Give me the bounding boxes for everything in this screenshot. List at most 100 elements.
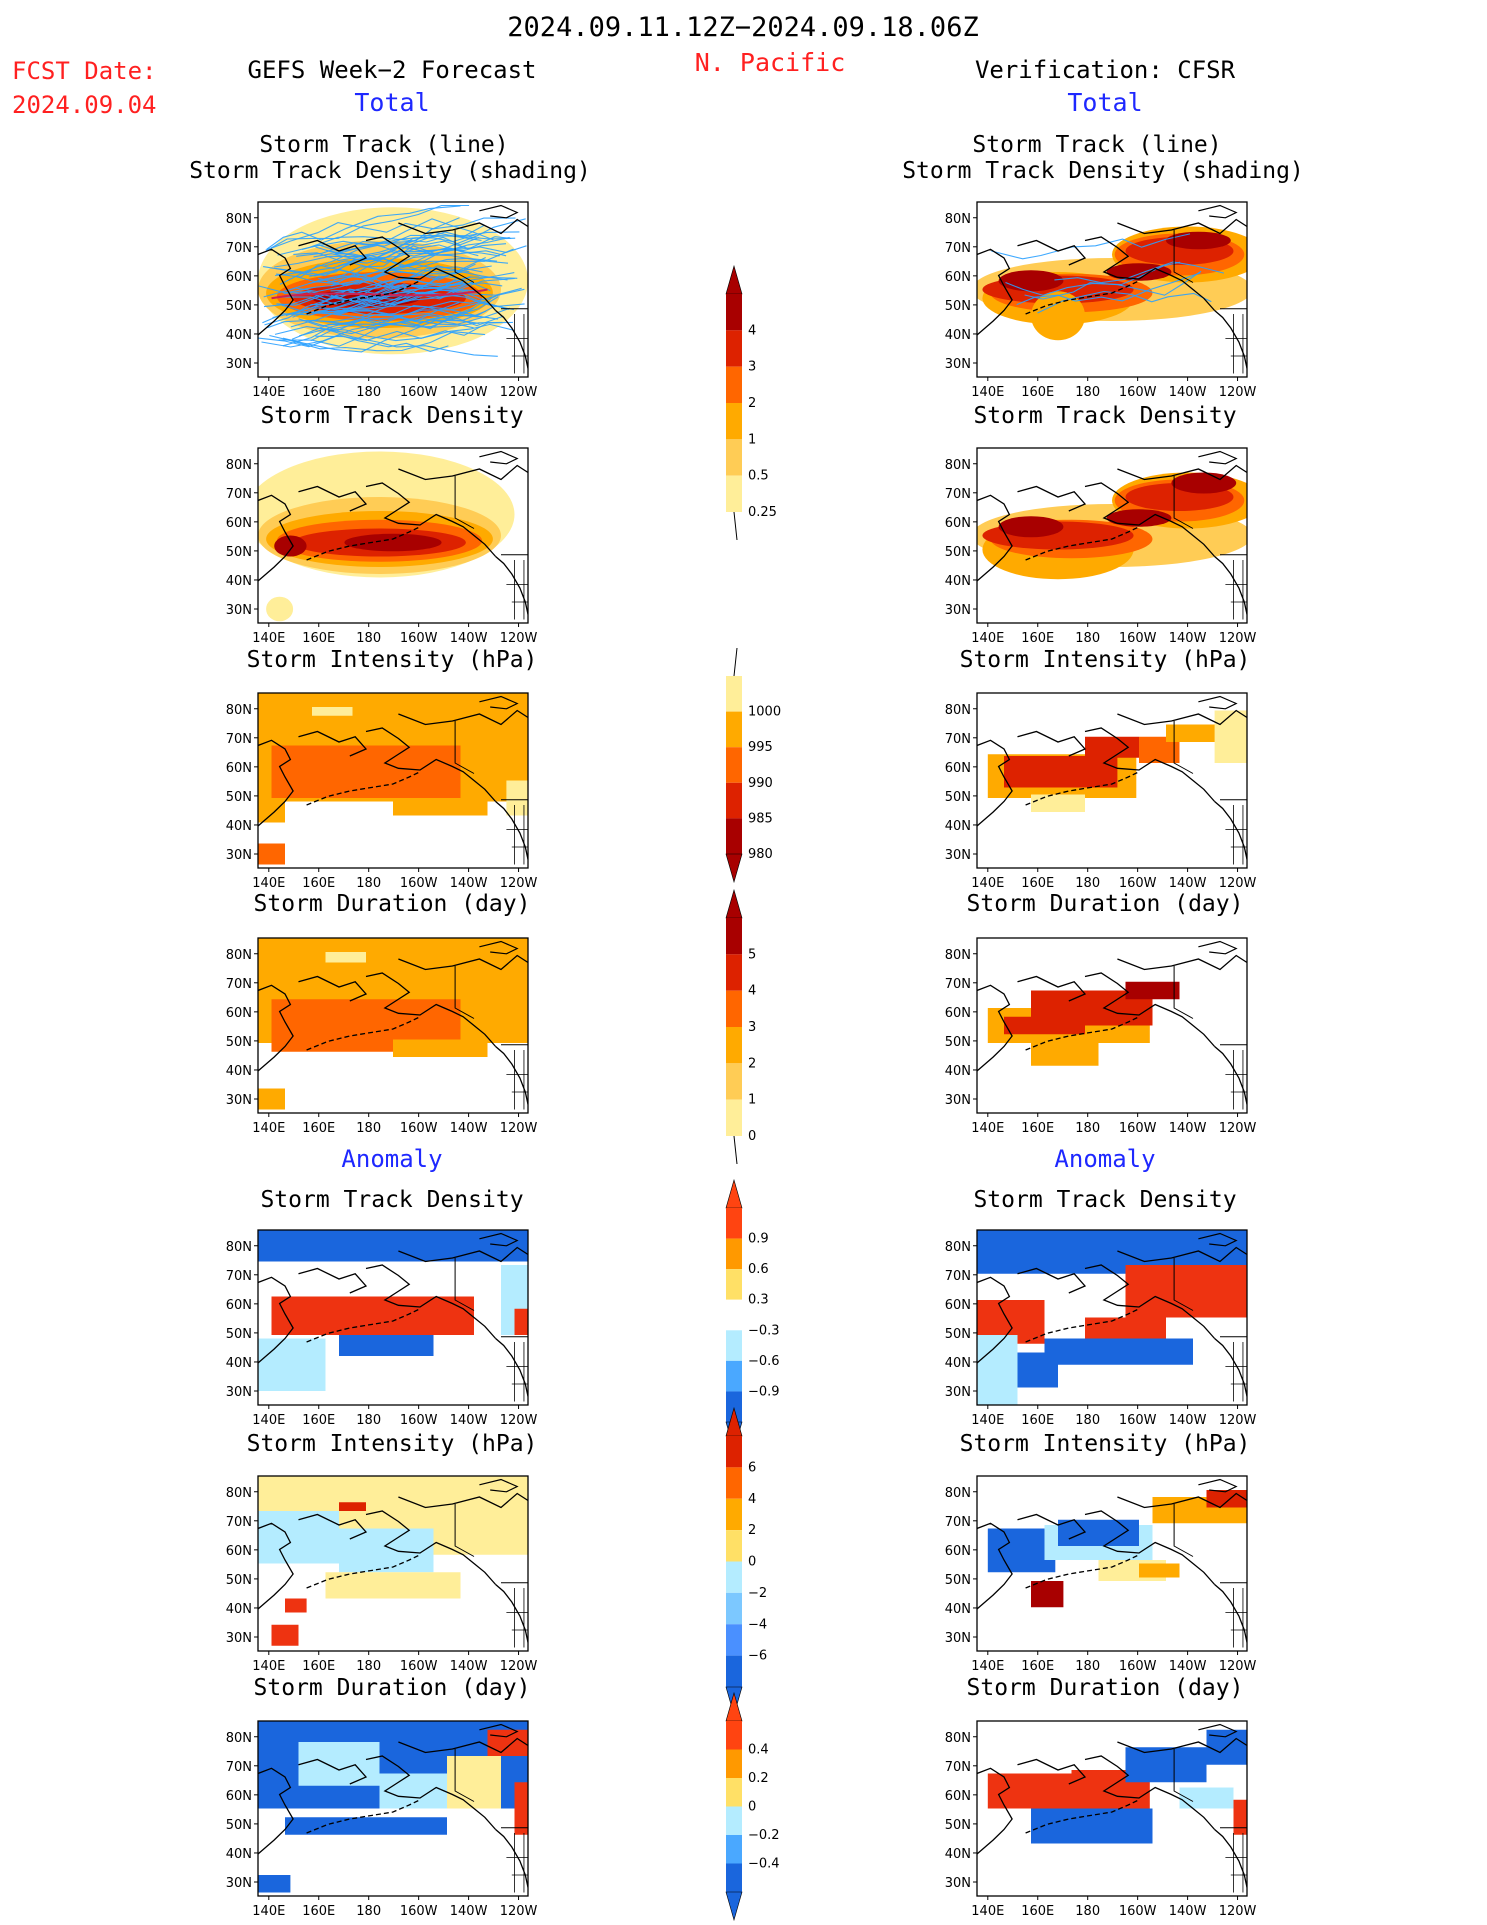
lat-tick-label: 70N — [945, 487, 971, 502]
arctic-coastline — [398, 709, 528, 726]
storm-track-line — [263, 246, 455, 277]
storm-track-line — [311, 217, 516, 248]
lat-tick-label: 80N — [226, 1731, 252, 1746]
lat-tick-label: 70N — [226, 1760, 252, 1775]
storm-track-line — [282, 310, 487, 353]
colorbar-label: 0.2 — [748, 1771, 769, 1786]
lon-tick-label: 120W — [1219, 876, 1257, 891]
storm-track-line — [1037, 290, 1212, 314]
storm-track-line — [1054, 261, 1225, 284]
shaded-cell — [1125, 1265, 1247, 1318]
lon-tick-label: 140E — [971, 1413, 1004, 1428]
lat-tick-label: 30N — [226, 1631, 252, 1646]
left-duration-title: Storm Duration (day) — [253, 891, 531, 917]
lat-tick-label: 40N — [226, 574, 252, 589]
lon-tick-label: 140E — [971, 1904, 1004, 1919]
panel-frame — [257, 1475, 529, 1652]
lat-tick-label: 80N — [945, 458, 971, 473]
lat-tick-label: 70N — [945, 977, 971, 992]
shaded-cell — [506, 780, 528, 816]
storm-track-line — [281, 288, 481, 315]
west-coastline — [495, 1046, 528, 1105]
colorbar-swatch — [726, 1027, 742, 1064]
lat-tick-label: 80N — [945, 1731, 971, 1746]
lat-tick-label: 40N — [945, 1356, 971, 1371]
colorbar-swatch — [726, 782, 742, 819]
right-track-line-title: Storm Track (line) — [972, 132, 1222, 158]
lon-tick-label: 180 — [356, 876, 381, 891]
west-coastline — [495, 1584, 528, 1643]
shaded-cell — [1004, 756, 1118, 788]
colorbar-label: 3 — [748, 1020, 756, 1035]
lon-tick-label: 140W — [450, 876, 488, 891]
lon-tick-label: 180 — [356, 1904, 381, 1919]
shaded-cell — [1085, 1317, 1166, 1339]
left-track-line-title: Storm Track (line) — [259, 132, 509, 158]
colorbar-swatch — [726, 1530, 742, 1562]
panel-frame — [976, 447, 1248, 624]
left-intensity-title: Storm Intensity (hPa) — [246, 647, 538, 673]
shaded-region — [1106, 509, 1172, 527]
colorbar-label: −0.2 — [748, 1828, 780, 1843]
lat-tick-label: 70N — [226, 487, 252, 502]
lat-tick-label: 40N — [226, 819, 252, 834]
lat-tick-label: 30N — [945, 848, 971, 863]
colorbar-label: 985 — [748, 811, 773, 826]
storm-track-line — [315, 218, 494, 255]
asia-coastline — [258, 1522, 294, 1610]
panel-frame — [976, 1475, 1248, 1652]
alaska-coastline — [365, 727, 497, 802]
colorbar-anom-intensity: 6 4 2 0 −2 −4 −6 — [725, 1406, 767, 1717]
alaska-coastline — [1084, 972, 1216, 1047]
aleutian-islands — [306, 771, 421, 806]
asia-coastline — [977, 1276, 1013, 1364]
storm-track-line — [315, 321, 513, 341]
lat-tick-label: 50N — [945, 1573, 971, 1588]
lon-tick-label: 160W — [1119, 1413, 1157, 1428]
shaded-region — [344, 533, 442, 552]
lat-tick-label: 60N — [226, 516, 252, 531]
shaded-cell — [447, 1756, 501, 1809]
colorbar-top-arrow — [725, 1691, 743, 1722]
lat-tick-label: 30N — [226, 1093, 252, 1108]
lon-tick-label: 160W — [1119, 631, 1157, 646]
shaded-cell — [393, 798, 488, 816]
lon-tick-label: 140W — [1169, 1413, 1207, 1428]
arctic-island — [479, 1232, 519, 1247]
aleutian-islands — [306, 1016, 421, 1051]
lat-tick-label: 80N — [226, 1240, 252, 1255]
shaded-cell — [1206, 1490, 1247, 1508]
arctic-island — [1198, 1478, 1238, 1493]
colorbar-swatch — [726, 366, 742, 403]
arctic-island — [1198, 450, 1238, 465]
lon-tick-label: 140E — [971, 1659, 1004, 1674]
shaded-region — [1171, 472, 1237, 494]
shaded-cell — [1139, 1563, 1180, 1578]
panel-frame — [257, 937, 529, 1114]
asia-coastline — [977, 1767, 1013, 1855]
colorbar-swatch — [726, 439, 742, 476]
shaded-cell — [258, 801, 285, 823]
lon-tick-label: 180 — [1075, 876, 1100, 891]
right-total-label: Total — [1067, 88, 1143, 117]
alaska-canada-border — [454, 1749, 475, 1802]
alaska-coastline — [365, 972, 497, 1047]
arctic-island — [479, 450, 519, 465]
lat-tick-label: 30N — [226, 1385, 252, 1400]
colorbar-label: 0.5 — [748, 469, 769, 484]
lat-tick-label: 50N — [226, 1035, 252, 1050]
lat-tick-label: 70N — [226, 1515, 252, 1530]
aleutian-islands — [306, 526, 421, 561]
colorbar-bottom-arrow — [725, 1891, 743, 1922]
colorbar-label: 6 — [748, 1460, 756, 1475]
lon-tick-label: 160E — [302, 1413, 335, 1428]
lat-tick-label: 30N — [226, 603, 252, 618]
lon-tick-label: 160E — [1021, 1659, 1054, 1674]
west-coastline — [495, 1829, 528, 1888]
colorbar-intensity: 1000 995 990 985 980 — [725, 647, 781, 884]
storm-track-line — [317, 287, 522, 312]
